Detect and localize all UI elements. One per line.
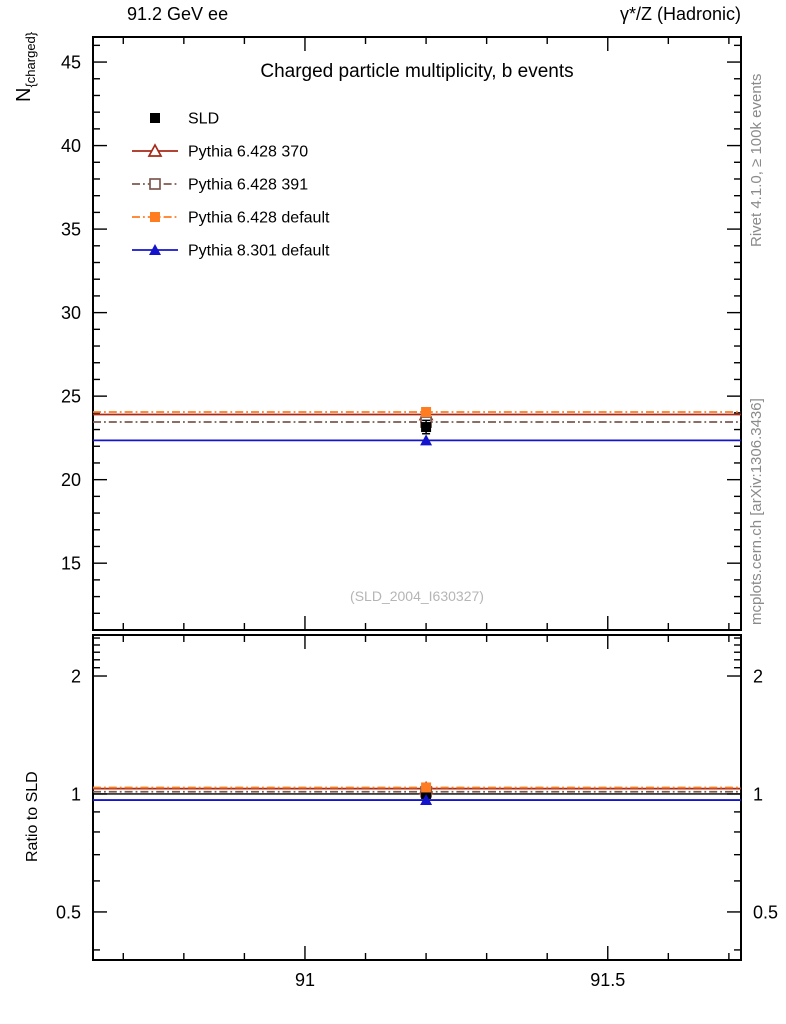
legend-marker-sld xyxy=(150,113,160,123)
xtick-label: 91.5 xyxy=(590,970,625,990)
plot-title: Charged particle multiplicity, b events xyxy=(260,61,574,82)
ratio-marker-pythia-8-301-default xyxy=(420,794,433,806)
analysis-id-watermark: (SLD_2004_I630327) xyxy=(350,588,484,604)
legend: SLD Pythia 6.428 370 Pythia 6.428 391 Pythi… xyxy=(132,111,330,260)
main-y-axis-label: N{charged} xyxy=(13,31,38,102)
main-panel-frame xyxy=(92,36,742,631)
legend-label-pythia-8-301-default: Pythia 8.301 default xyxy=(188,243,330,260)
legend-label-sld: SLD xyxy=(188,111,219,128)
ratio-panel-frame xyxy=(92,634,742,961)
ratio-ytick-label-right: 0.5 xyxy=(753,902,778,922)
panel-frames xyxy=(92,36,742,961)
legend-label-pythia-6-428-370: Pythia 6.428 370 xyxy=(188,144,308,161)
main-ytick-label: 40 xyxy=(61,136,81,156)
main-ytick-label: 45 xyxy=(61,53,81,73)
main-ytick-label: 35 xyxy=(61,220,81,240)
main-marker-sld xyxy=(421,422,432,433)
ratio-ytick-label-right: 1 xyxy=(753,784,763,804)
legend-marker-pythia-8-301-default xyxy=(149,244,161,255)
legend-label-pythia-6-428-391: Pythia 6.428 391 xyxy=(188,177,308,194)
process-label: γ*/Z (Hadronic) xyxy=(619,4,741,24)
data-markers xyxy=(418,406,434,806)
ratio-marker-sld xyxy=(421,788,432,799)
main-marker-pythia-8-301-default xyxy=(420,434,433,446)
ratio-ytick-label-left: 2 xyxy=(71,667,81,687)
ratio-marker-pythia-6-428-default xyxy=(421,782,432,793)
tick-labels: 45 40 35 30 25 20 15 2 2 1 1 0.5 0.5 91 91.5 xyxy=(56,53,778,990)
ratio-ytick-label-right: 2 xyxy=(753,667,763,687)
legend-label-pythia-6-428-default: Pythia 6.428 default xyxy=(188,210,330,227)
beam-energy-label: 91.2 GeV ee xyxy=(127,4,229,24)
main-ytick-label: 15 xyxy=(61,554,81,574)
main-ytick-label: 20 xyxy=(61,470,81,490)
legend-marker-pythia-6-428-370 xyxy=(147,143,163,157)
main-marker-pythia-6-428-default xyxy=(421,407,432,418)
axis-ticks xyxy=(93,37,741,960)
ratio-ytick-label-left: 0.5 xyxy=(56,902,81,922)
mc-lines xyxy=(93,411,741,801)
xtick-label: 91 xyxy=(295,970,315,990)
legend-marker-pythia-6-428-default xyxy=(150,212,160,222)
main-ytick-label: 25 xyxy=(61,387,81,407)
legend-marker-pythia-6-428-391 xyxy=(149,178,161,190)
main-ytick-label: 30 xyxy=(61,303,81,323)
ratio-ytick-label-left: 1 xyxy=(71,784,81,804)
